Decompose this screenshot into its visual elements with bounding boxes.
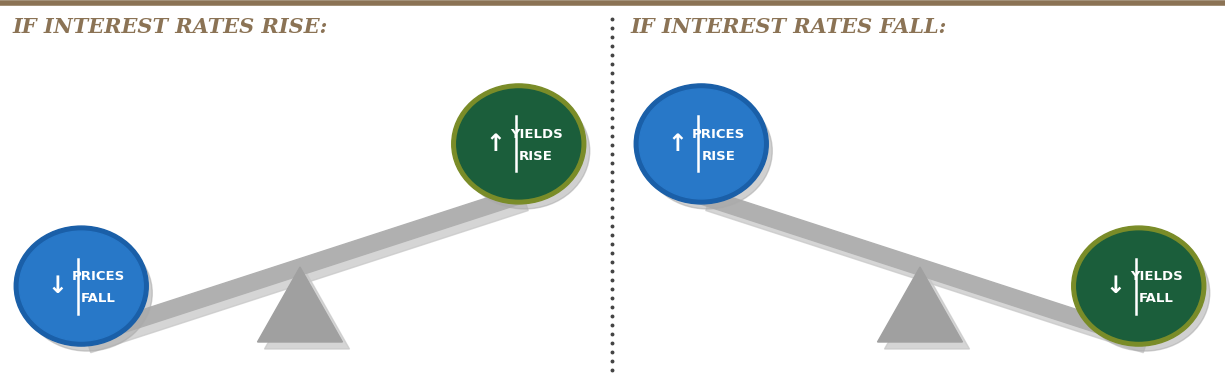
Ellipse shape <box>22 235 152 351</box>
Polygon shape <box>257 267 343 342</box>
Text: PRICES: PRICES <box>692 128 745 141</box>
Ellipse shape <box>459 93 589 209</box>
Ellipse shape <box>452 84 586 204</box>
Polygon shape <box>86 195 528 353</box>
Ellipse shape <box>639 89 763 199</box>
Text: ↑: ↑ <box>668 132 687 156</box>
Ellipse shape <box>1077 231 1200 341</box>
Text: PRICES: PRICES <box>72 270 125 283</box>
Polygon shape <box>884 274 969 349</box>
Ellipse shape <box>20 231 143 341</box>
Ellipse shape <box>642 93 772 209</box>
Text: RISE: RISE <box>702 149 735 162</box>
Ellipse shape <box>15 226 148 346</box>
Text: YIELDS: YIELDS <box>510 128 562 141</box>
Ellipse shape <box>635 84 768 204</box>
Text: FALL: FALL <box>1139 292 1174 305</box>
Text: IF INTEREST RATES FALL:: IF INTEREST RATES FALL: <box>630 17 947 37</box>
Polygon shape <box>706 195 1148 353</box>
Polygon shape <box>698 188 1142 346</box>
Ellipse shape <box>457 89 581 199</box>
Text: ↑: ↑ <box>485 132 505 156</box>
Text: YIELDS: YIELDS <box>1129 270 1182 283</box>
Polygon shape <box>78 188 521 346</box>
Polygon shape <box>877 267 963 342</box>
Text: FALL: FALL <box>81 292 116 305</box>
Ellipse shape <box>1072 226 1205 346</box>
Text: IF INTEREST RATES RISE:: IF INTEREST RATES RISE: <box>12 17 327 37</box>
Text: ↓: ↓ <box>1105 274 1125 298</box>
Text: RISE: RISE <box>519 149 552 162</box>
Text: ↓: ↓ <box>48 274 67 298</box>
Ellipse shape <box>1079 235 1210 351</box>
Polygon shape <box>265 274 349 349</box>
